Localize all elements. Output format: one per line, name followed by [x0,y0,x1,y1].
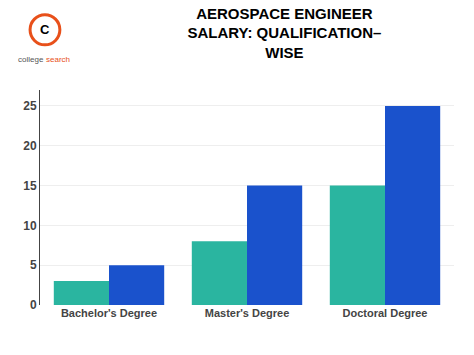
svg-text:10: 10 [23,219,37,233]
svg-text:25: 25 [23,99,37,113]
svg-text:5: 5 [30,258,37,272]
svg-text:Doctoral Degree: Doctoral Degree [343,307,428,319]
svg-text:20: 20 [23,139,37,153]
svg-text:AEROSPACE ENGINEERSALARY: QUAL: AEROSPACE ENGINEERSALARY: QUALIFICATION–… [187,5,381,61]
svg-text:Bachelor's Degree: Bachelor's Degree [61,307,157,319]
svg-text:Master's Degree: Master's Degree [205,307,290,319]
svg-text:C: C [40,22,50,37]
svg-text:search: search [46,55,70,64]
svg-text:college: college [18,55,44,64]
svg-text:15: 15 [23,179,37,193]
svg-text:0: 0 [30,298,37,312]
